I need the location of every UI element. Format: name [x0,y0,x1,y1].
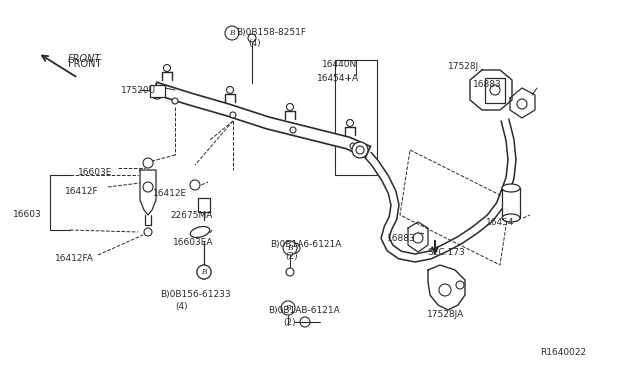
Circle shape [517,99,527,109]
Bar [150,85,165,97]
Bar [198,198,210,212]
Circle shape [290,243,300,253]
Circle shape [352,142,368,158]
Circle shape [197,265,211,279]
Circle shape [356,146,364,154]
Circle shape [439,284,451,296]
Text: 16883: 16883 [473,80,502,89]
Text: 17520U: 17520U [121,86,156,95]
Text: 16603EA: 16603EA [173,238,214,247]
Text: 16412F: 16412F [65,187,99,196]
Circle shape [413,233,423,243]
Circle shape [300,317,310,327]
Circle shape [190,180,200,190]
Text: B: B [287,244,293,252]
Text: 17528J: 17528J [448,62,479,71]
Text: SEC.173: SEC.173 [427,248,465,257]
Text: (2): (2) [285,252,298,261]
Circle shape [227,87,234,93]
Bar [485,78,505,103]
Text: FRONT: FRONT [68,59,101,69]
Circle shape [490,85,500,95]
Text: (4): (4) [248,39,260,48]
Circle shape [283,241,297,255]
Circle shape [350,143,356,149]
Text: 16883: 16883 [387,234,416,243]
Circle shape [172,98,178,104]
Bar [502,188,520,218]
Text: B)0B158-8251F: B)0B158-8251F [236,28,306,37]
Circle shape [225,26,239,40]
Text: 17528JA: 17528JA [427,310,464,319]
Text: FRONT: FRONT [68,54,101,64]
Text: 22675MA: 22675MA [170,211,212,220]
Text: 16603E: 16603E [78,168,113,177]
Text: R1640022: R1640022 [540,348,586,357]
Circle shape [144,228,152,236]
Text: B)0B1AB-6121A: B)0B1AB-6121A [268,306,340,315]
Circle shape [163,64,170,71]
Text: B: B [285,304,291,312]
Ellipse shape [502,184,520,192]
Circle shape [281,301,295,315]
Circle shape [151,87,163,99]
Circle shape [248,34,256,42]
Text: B)0B1A6-6121A: B)0B1A6-6121A [270,240,341,249]
Text: 16412FA: 16412FA [55,254,94,263]
Text: 16412E: 16412E [153,189,187,198]
Circle shape [143,182,153,192]
Circle shape [286,268,294,276]
Circle shape [290,127,296,133]
Circle shape [230,112,236,118]
Circle shape [287,103,294,110]
Circle shape [346,119,353,126]
Ellipse shape [190,227,210,237]
Text: (2): (2) [283,318,296,327]
Circle shape [143,158,153,168]
Text: 16603: 16603 [13,210,42,219]
Bar [335,60,377,175]
Circle shape [197,265,211,279]
Polygon shape [365,153,509,262]
Text: B: B [201,268,207,276]
Text: 16440N: 16440N [322,60,357,69]
Polygon shape [501,119,516,193]
Text: B: B [229,29,235,37]
Ellipse shape [502,214,520,222]
Polygon shape [153,82,371,157]
Text: B)0B156-61233: B)0B156-61233 [160,290,230,299]
Circle shape [456,281,464,289]
Text: 16454+A: 16454+A [317,74,359,83]
Text: (4): (4) [175,302,188,311]
Text: 16454: 16454 [486,218,515,227]
